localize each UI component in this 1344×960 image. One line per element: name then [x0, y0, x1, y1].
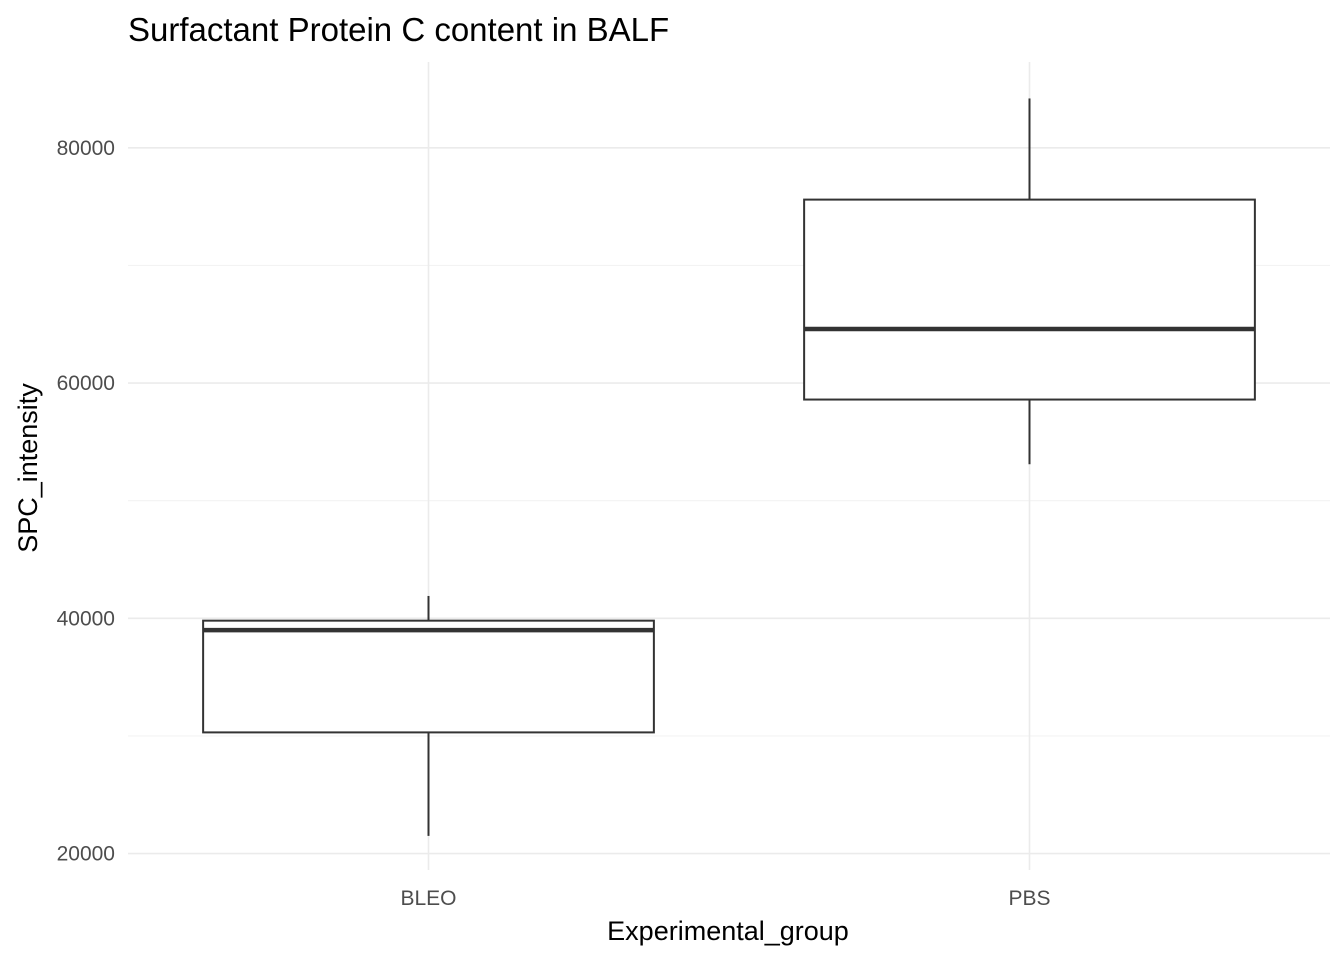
- grid: [128, 62, 1330, 870]
- y-tick-label: 80000: [57, 137, 115, 160]
- y-tick-label: 60000: [57, 372, 115, 395]
- box-iqr: [202, 619, 655, 734]
- x-axis-ticks: BLEO PBS: [400, 887, 1050, 910]
- x-tick-label: PBS: [1008, 887, 1050, 910]
- boxes: [202, 98, 1256, 836]
- box-bleo: [202, 595, 655, 836]
- y-axis-ticks: 20000 40000 60000 80000: [57, 137, 115, 866]
- box-pbs: [803, 98, 1256, 465]
- box-iqr: [803, 198, 1256, 401]
- chart-title: Surfactant Protein C content in BALF: [128, 11, 669, 48]
- y-axis-title: SPC_intensity: [13, 383, 43, 553]
- y-tick-label: 20000: [57, 843, 115, 866]
- x-axis-title: Experimental_group: [607, 916, 849, 946]
- x-tick-label: BLEO: [400, 887, 456, 910]
- y-tick-label: 40000: [57, 607, 115, 630]
